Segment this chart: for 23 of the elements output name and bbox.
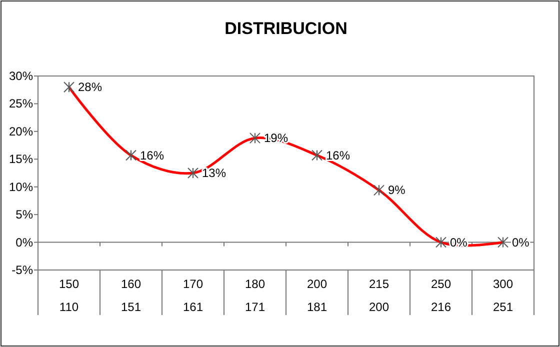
x-tick-label: 170 161: [182, 277, 204, 314]
chart-title: DISTRIBUCION: [224, 19, 348, 38]
y-tick-label: 15%: [8, 152, 34, 166]
x-tick-label: 215 200: [368, 277, 390, 314]
data-label: 13%: [202, 166, 226, 180]
y-tick-label: 30%: [8, 69, 34, 83]
x-tick-label: 300 251: [492, 277, 514, 314]
x-tick-label: 150 110: [58, 277, 80, 314]
x-tick-label: 250 216: [430, 277, 452, 314]
y-tick-label: 0%: [16, 235, 34, 250]
y-tick-label: 10%: [8, 180, 34, 194]
x-tick-label: 180 171: [244, 277, 266, 314]
y-tick-label: 25%: [8, 96, 34, 111]
data-label: 0%: [512, 235, 530, 250]
x-tick-label: 160 151: [120, 277, 142, 314]
y-tick-label: 5%: [16, 208, 34, 222]
data-label: 28%: [78, 80, 102, 94]
x-tick-label: 200 181: [306, 277, 328, 314]
y-tick-label: -5%: [12, 263, 34, 277]
data-label: 9%: [388, 183, 406, 198]
y-tick-label: 20%: [8, 124, 34, 138]
data-label: 16%: [326, 148, 350, 162]
data-label: 16%: [140, 148, 164, 162]
